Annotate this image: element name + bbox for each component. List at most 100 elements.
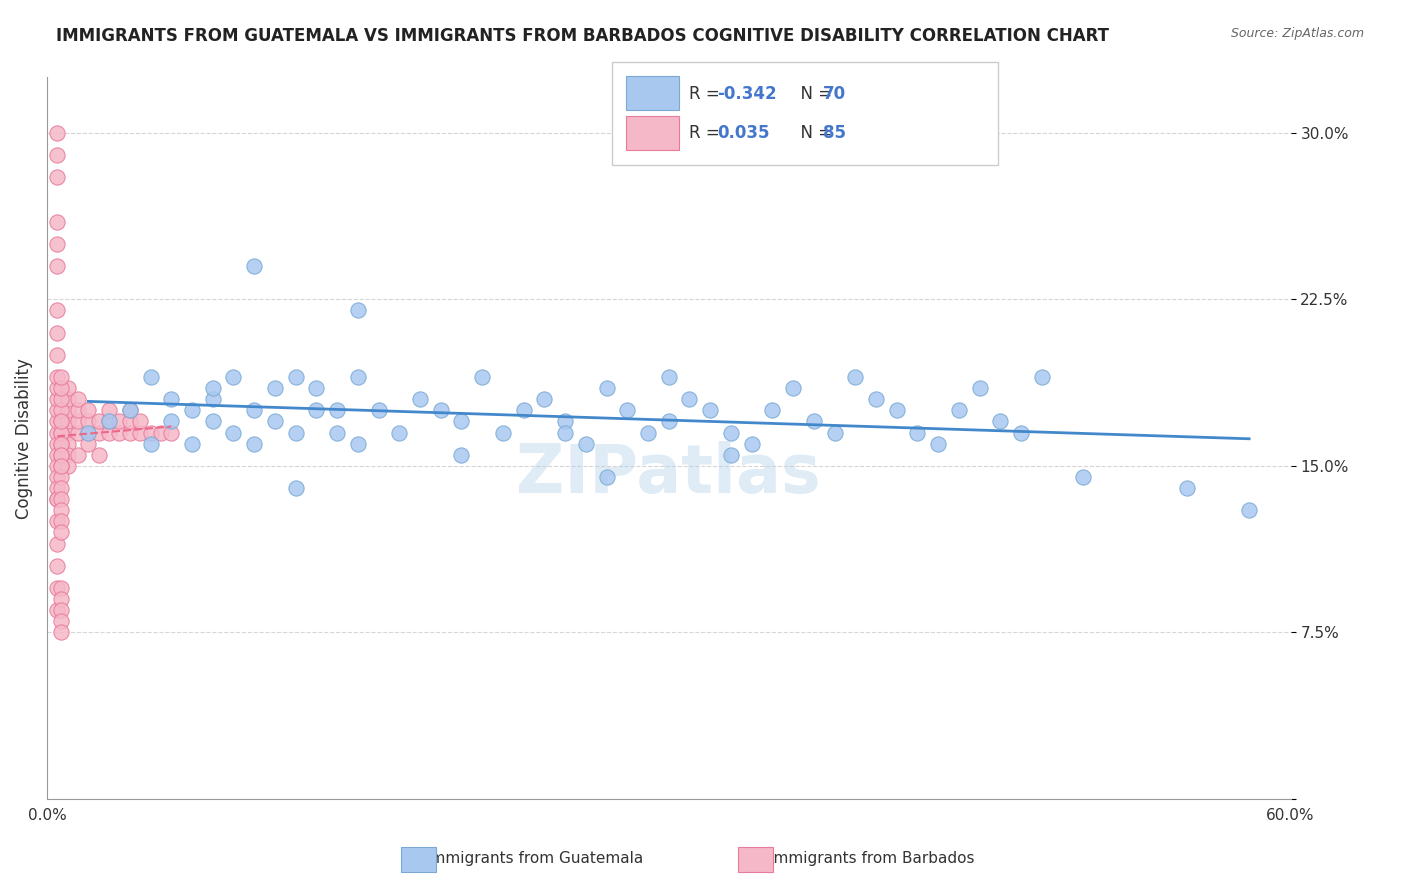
Point xyxy=(243,259,266,273)
Point xyxy=(66,403,89,417)
Text: Immigrants from Guatemala: Immigrants from Guatemala xyxy=(426,851,643,865)
Point xyxy=(51,614,73,628)
Text: 70: 70 xyxy=(823,85,845,103)
Text: 85: 85 xyxy=(823,124,845,142)
Point xyxy=(181,403,204,417)
Point xyxy=(98,425,121,440)
Point xyxy=(56,458,79,473)
Point xyxy=(1031,370,1053,384)
Point xyxy=(388,425,411,440)
Point xyxy=(222,370,245,384)
Point xyxy=(782,381,804,395)
Point xyxy=(575,436,598,450)
Point xyxy=(969,381,991,395)
Point xyxy=(46,558,69,573)
Text: Immigrants from Barbados: Immigrants from Barbados xyxy=(769,851,974,865)
Point xyxy=(46,458,69,473)
Point xyxy=(98,403,121,417)
Point xyxy=(46,326,69,340)
Point xyxy=(139,370,162,384)
Point xyxy=(51,414,73,428)
Point xyxy=(658,414,681,428)
Text: -0.342: -0.342 xyxy=(717,85,776,103)
Point xyxy=(595,470,617,484)
Point xyxy=(160,425,183,440)
Point xyxy=(66,392,89,407)
Text: N =: N = xyxy=(790,124,838,142)
Point xyxy=(46,236,69,251)
Point xyxy=(46,536,69,550)
Point xyxy=(108,425,131,440)
Point xyxy=(118,403,141,417)
Point xyxy=(886,403,908,417)
Point xyxy=(51,436,73,450)
Point xyxy=(409,392,432,407)
Point xyxy=(56,403,79,417)
Point xyxy=(46,170,69,185)
Point xyxy=(56,414,79,428)
Point xyxy=(346,370,368,384)
Point xyxy=(243,436,266,450)
Point xyxy=(51,525,73,540)
Point xyxy=(46,392,69,407)
Point xyxy=(56,436,79,450)
Point xyxy=(46,492,69,507)
Point xyxy=(616,403,638,417)
Point xyxy=(51,492,73,507)
Point xyxy=(264,414,287,428)
Point xyxy=(1175,481,1198,495)
Point xyxy=(51,425,73,440)
Point xyxy=(46,581,69,595)
Point xyxy=(46,514,69,528)
Point xyxy=(326,425,349,440)
Point xyxy=(51,414,73,428)
Point xyxy=(803,414,825,428)
Point xyxy=(284,481,307,495)
Point xyxy=(51,581,73,595)
Point xyxy=(46,481,69,495)
Point xyxy=(66,448,89,462)
Text: Source: ZipAtlas.com: Source: ZipAtlas.com xyxy=(1230,27,1364,40)
Point xyxy=(87,425,110,440)
Point xyxy=(699,403,721,417)
Point xyxy=(243,403,266,417)
Point xyxy=(129,414,152,428)
Point xyxy=(46,303,69,318)
Point xyxy=(471,370,494,384)
Point xyxy=(46,403,69,417)
Point xyxy=(264,381,287,395)
Point xyxy=(658,370,681,384)
Point xyxy=(51,603,73,617)
Point xyxy=(56,448,79,462)
Point xyxy=(56,425,79,440)
Point xyxy=(222,425,245,440)
Point xyxy=(56,381,79,395)
Point xyxy=(77,414,100,428)
Point xyxy=(284,425,307,440)
Point xyxy=(46,470,69,484)
Point xyxy=(1071,470,1094,484)
Point xyxy=(51,436,73,450)
Point xyxy=(46,381,69,395)
Point xyxy=(554,425,576,440)
Point xyxy=(118,403,141,417)
Point xyxy=(51,392,73,407)
Point xyxy=(139,425,162,440)
Point xyxy=(326,403,349,417)
Point xyxy=(201,414,224,428)
Point xyxy=(201,392,224,407)
Point xyxy=(346,436,368,450)
Point xyxy=(77,425,100,440)
Point xyxy=(46,492,69,507)
Point xyxy=(201,381,224,395)
Text: IMMIGRANTS FROM GUATEMALA VS IMMIGRANTS FROM BARBADOS COGNITIVE DISABILITY CORRE: IMMIGRANTS FROM GUATEMALA VS IMMIGRANTS … xyxy=(56,27,1109,45)
Point xyxy=(990,414,1012,428)
Point xyxy=(149,425,172,440)
Point xyxy=(51,425,73,440)
Point xyxy=(305,381,328,395)
Point xyxy=(51,470,73,484)
Point xyxy=(741,436,763,450)
Point xyxy=(98,414,121,428)
Point xyxy=(51,403,73,417)
Point xyxy=(56,392,79,407)
